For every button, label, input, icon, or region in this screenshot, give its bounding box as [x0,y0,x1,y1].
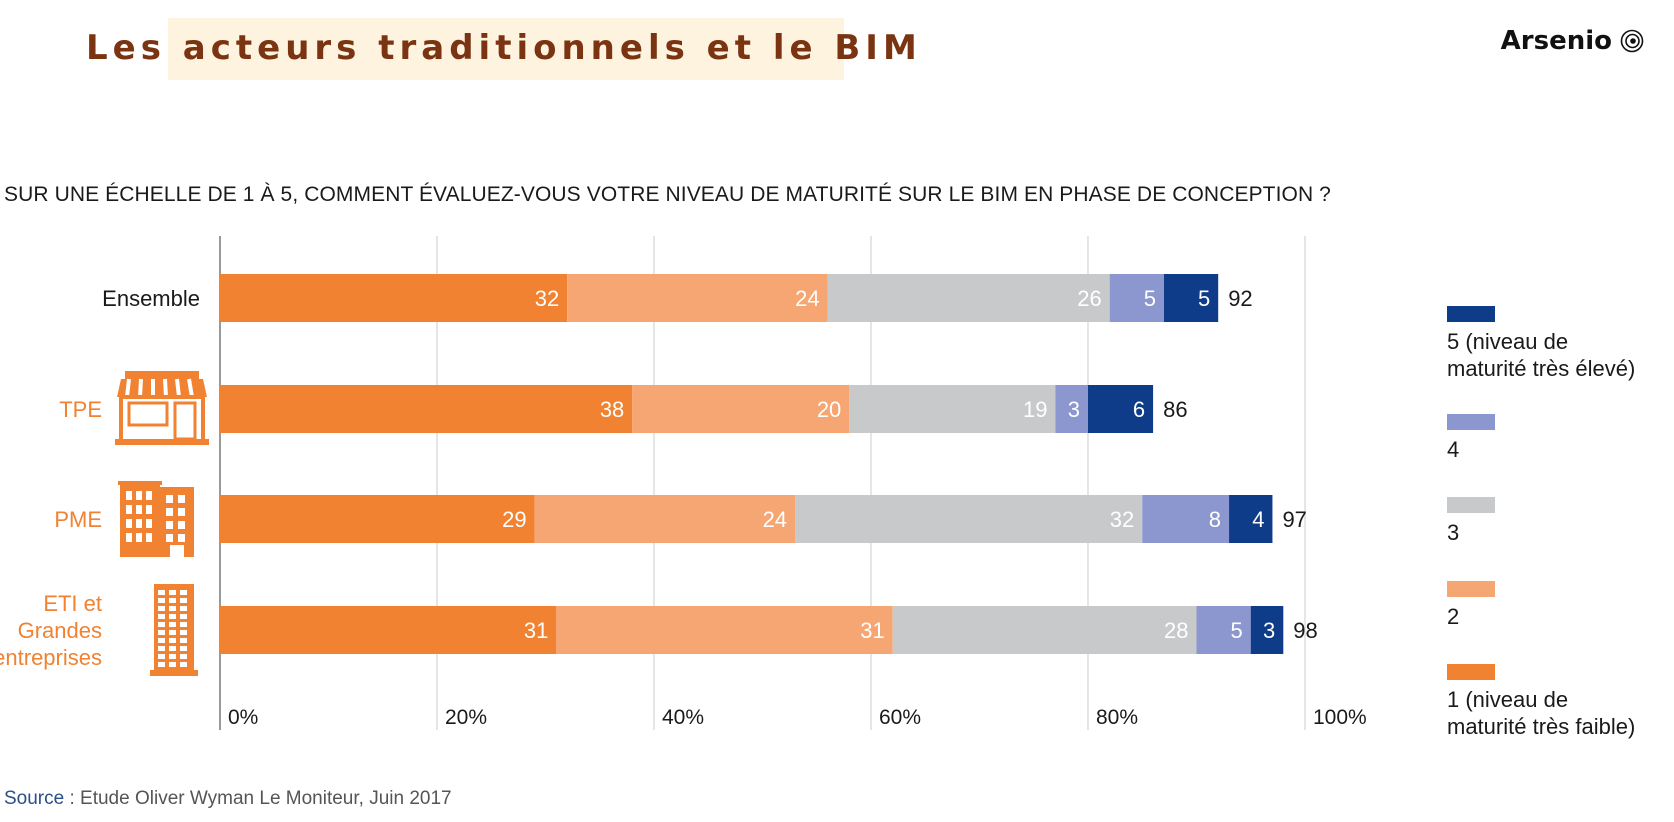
bar-segment [1142,495,1230,543]
bar-segment [1109,274,1164,322]
bar-value-label: 20 [817,397,841,422]
legend-swatch [1447,306,1495,322]
legend-label: 2 [1447,604,1459,629]
bar-total-label: 98 [1293,618,1317,643]
bar-total-label: 92 [1228,286,1252,311]
bar-value-label: 31 [524,618,548,643]
bar-value-label: 8 [1209,507,1221,532]
legend-swatch [1447,414,1495,430]
bar-segment [1055,385,1088,433]
bar-segment [556,606,893,654]
bar-segment [1163,274,1219,322]
bar-segment [849,385,1056,433]
bar-value-label: 4 [1252,507,1264,532]
bar-value-label: 3 [1263,618,1275,643]
bar-segment [220,385,633,433]
bar-segment [795,495,1143,543]
bar-segment [1088,385,1154,433]
x-tick-label: 0% [228,706,258,729]
bar-segment [1229,495,1273,543]
spiral-logo-icon [1620,29,1644,53]
bar-value-label: 28 [1164,618,1188,643]
slide-title: Les acteurs traditionnels et le BIM [86,28,922,68]
bar-value-label: 32 [535,286,559,311]
legend-label: maturité très faible) [1447,714,1635,739]
x-tick-label: 20% [445,706,487,729]
bar-total-label: 86 [1163,397,1187,422]
legend-swatch [1447,497,1495,513]
source-label: Source [4,788,65,809]
bar-value-label: 19 [1023,397,1047,422]
bar-value-label: 29 [502,507,526,532]
x-tick-label: 100% [1313,706,1367,729]
bar-segment [1250,606,1284,654]
bar-value-label: 24 [763,507,787,532]
shop-icon [115,371,209,445]
bar-value-label: 31 [860,618,884,643]
legend-label: 4 [1447,437,1459,462]
category-label: ETI et [43,591,102,616]
legend-swatch [1447,581,1495,597]
bar-value-label: 5 [1144,286,1156,311]
bar-segment [1196,606,1251,654]
bar-segment [220,274,568,322]
category-label: PME [54,507,102,532]
legend-label: 3 [1447,520,1459,545]
bar-segment [892,606,1197,654]
legend-label: 1 (niveau de [1447,687,1568,712]
chart-question: SUR UNE ÉCHELLE DE 1 À 5, COMMENT ÉVALUE… [4,183,1331,206]
bar-segment [827,274,1110,322]
building-icon [118,481,194,557]
bar-segment [632,385,850,433]
source-note: Source : Etude Oliver Wyman Le Moniteur,… [4,788,452,810]
category-label: entreprises [0,645,102,670]
brand-logo: Arsenio [1501,26,1644,56]
legend-label: maturité très élevé) [1447,356,1635,381]
category-label: TPE [59,397,102,422]
bar-value-label: 26 [1077,286,1101,311]
bar-segment [534,495,796,543]
bar-segment [567,274,828,322]
bar-value-label: 38 [600,397,624,422]
brand-name: Arsenio [1500,26,1612,56]
title-highlight [168,18,844,80]
bar-total-label: 97 [1282,507,1306,532]
bar-value-label: 5 [1198,286,1210,311]
x-tick-label: 40% [662,706,704,729]
source-text: : Etude Oliver Wyman Le Moniteur, Juin 2… [64,788,452,809]
x-tick-label: 80% [1096,706,1138,729]
bar-value-label: 32 [1110,507,1134,532]
legend-label: 5 (niveau de [1447,329,1568,354]
tower-icon [150,584,198,676]
x-tick-label: 60% [879,706,921,729]
bar-segment [220,495,535,543]
category-label: Ensemble [102,286,200,311]
category-label: Grandes [18,618,102,643]
bar-value-label: 24 [795,286,819,311]
bar-value-label: 6 [1133,397,1145,422]
bar-value-label: 5 [1231,618,1243,643]
legend-swatch [1447,664,1495,680]
bar-value-label: 3 [1068,397,1080,422]
bar-segment [220,606,557,654]
